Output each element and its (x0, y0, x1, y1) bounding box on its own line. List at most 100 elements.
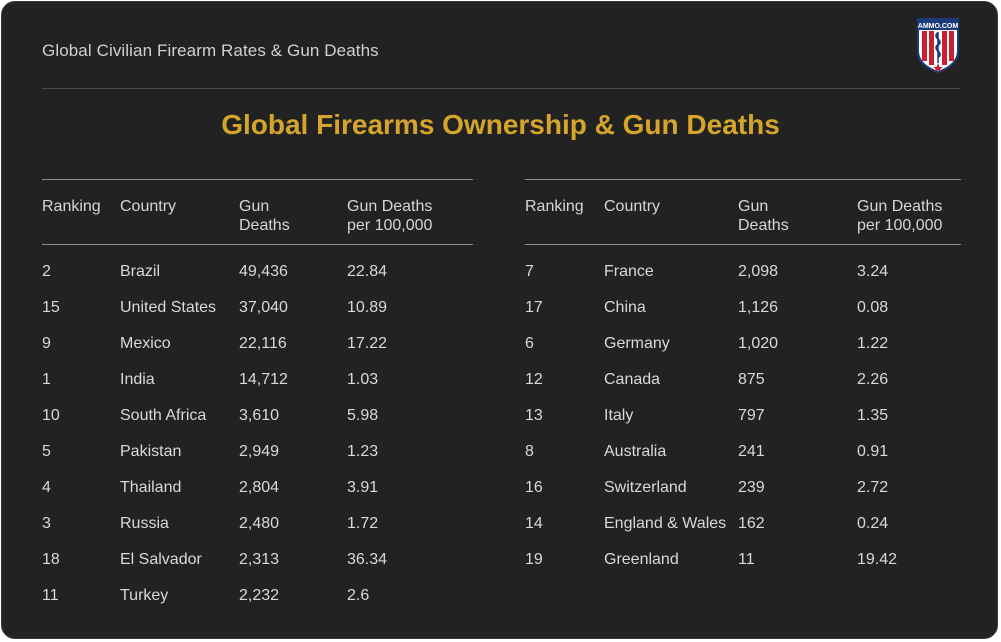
cell-per-100k: 1.03 (347, 371, 379, 388)
column-header-line1: Gun (738, 198, 769, 215)
cell-ranking: 16 (525, 479, 543, 496)
column-header-line2: per 100,000 (347, 217, 433, 234)
cell-ranking: 18 (42, 551, 60, 568)
cell-ranking: 3 (42, 515, 51, 532)
table-row: 15 United States 37,040 10.89 (42, 289, 473, 325)
cell-per-100k: 1.35 (857, 407, 889, 424)
table-row: 13 Italy 797 1.35 (525, 397, 961, 433)
cell-ranking: 4 (42, 479, 51, 496)
cell-ranking: 9 (42, 335, 51, 352)
table-row: 3 Russia 2,480 1.72 (42, 505, 473, 541)
cell-country: Pakistan (120, 443, 182, 460)
cell-country: Switzerland (604, 479, 687, 496)
cell-country: China (604, 299, 646, 316)
cell-country: Mexico (120, 335, 171, 352)
column-header-line1: Ranking (525, 198, 584, 215)
table-body: 7 France 2,098 3.24 17 China 1,126 0.08 6 Germany… (525, 245, 961, 577)
column-header-per-100k: Gun Deaths per 100,000 (347, 197, 432, 235)
cell-per-100k: 1.22 (857, 335, 889, 352)
column-header-ranking: Ranking (42, 197, 101, 216)
cell-country: India (120, 371, 155, 388)
cell-country: Thailand (120, 479, 182, 496)
cell-per-100k: 0.08 (857, 299, 889, 316)
cell-gun-deaths: 2,098 (738, 263, 779, 280)
cell-country: Italy (604, 407, 634, 424)
header-title: Global Civilian Firearm Rates & Gun Deat… (42, 41, 379, 60)
table-header: Ranking Country Gun Deaths Gun Deaths per 100… (525, 180, 961, 244)
cell-gun-deaths: 11 (738, 551, 755, 568)
cell-gun-deaths: 241 (738, 443, 765, 460)
cell-gun-deaths: 2,232 (239, 587, 280, 604)
table-row: 16 Switzerland 239 2.72 (525, 469, 961, 505)
column-header-line1: Country (604, 198, 661, 215)
column-header-country: Country (604, 197, 660, 216)
column-header-line1: Gun Deaths (347, 198, 433, 215)
column-header-country: Country (120, 197, 176, 216)
column-header-line1: Gun (239, 198, 270, 215)
column-header-ranking: Ranking (525, 197, 584, 216)
cell-ranking: 13 (525, 407, 543, 424)
cell-country: United States (120, 299, 217, 316)
cell-per-100k: 22.84 (347, 263, 388, 280)
cell-gun-deaths: 162 (738, 515, 765, 532)
table-row: 7 France 2,098 3.24 (525, 253, 961, 289)
cell-ranking: 11 (42, 587, 59, 604)
cell-per-100k: 0.24 (857, 515, 889, 532)
cell-gun-deaths: 239 (738, 479, 765, 496)
cell-per-100k: 1.72 (347, 515, 379, 532)
table-body: 2 Brazil 49,436 22.84 15 United States 37,040 1… (42, 245, 473, 613)
cell-ranking: 8 (525, 443, 534, 460)
column-header-line2: per 100,000 (857, 217, 943, 234)
table-row: 9 Mexico 22,116 17.22 (42, 325, 473, 361)
table-row: 10 South Africa 3,610 5.98 (42, 397, 473, 433)
cell-country: Brazil (120, 263, 161, 280)
table-left: Ranking Country Gun Deaths Gun Deaths per 100… (42, 179, 473, 613)
cell-per-100k: 10.89 (347, 299, 388, 316)
logo-text: AMMO.COM (918, 23, 959, 30)
cell-gun-deaths: 2,313 (239, 551, 280, 568)
cell-ranking: 10 (42, 407, 60, 424)
table-row: 19 Greenland 11 19.42 (525, 541, 961, 577)
column-header-line2: Deaths (738, 217, 789, 234)
cell-ranking: 6 (525, 335, 534, 352)
cell-country: Greenland (604, 551, 679, 568)
column-header-per-100k: Gun Deaths per 100,000 (857, 197, 942, 235)
table-row: 17 China 1,126 0.08 (525, 289, 961, 325)
cell-ranking: 17 (525, 299, 543, 316)
cell-gun-deaths: 37,040 (239, 299, 288, 316)
table-right: Ranking Country Gun Deaths Gun Deaths per 100… (525, 179, 961, 577)
cell-country: France (604, 263, 654, 280)
cell-gun-deaths: 2,949 (239, 443, 280, 460)
ammo-logo: AMMO.COM (917, 18, 959, 73)
cell-gun-deaths: 2,480 (239, 515, 280, 532)
table-row: 12 Canada 875 2.26 (525, 361, 961, 397)
column-header-line1: Ranking (42, 198, 101, 215)
cell-ranking: 5 (42, 443, 51, 460)
cell-per-100k: 3.24 (857, 263, 889, 280)
cell-per-100k: 2.6 (347, 587, 370, 604)
column-header-line1: Country (120, 198, 177, 215)
cell-country: England & Wales (604, 515, 727, 532)
cell-country: Germany (604, 335, 670, 352)
table-top-rule (42, 179, 473, 180)
cell-per-100k: 2.72 (857, 479, 889, 496)
cell-gun-deaths: 1,020 (738, 335, 779, 352)
header-divider (42, 88, 960, 89)
cell-gun-deaths: 2,804 (239, 479, 280, 496)
table-row: 4 Thailand 2,804 3.91 (42, 469, 473, 505)
cell-per-100k: 5.98 (347, 407, 379, 424)
cell-country: El Salvador (120, 551, 202, 568)
cell-country: Canada (604, 371, 661, 388)
cell-gun-deaths: 22,116 (239, 335, 287, 352)
cell-country: Russia (120, 515, 169, 532)
cell-per-100k: 17.22 (347, 335, 388, 352)
table-row: 18 El Salvador 2,313 36.34 (42, 541, 473, 577)
cell-gun-deaths: 797 (738, 407, 765, 424)
cell-per-100k: 19.42 (857, 551, 898, 568)
table-row: 11 Turkey 2,232 2.6 (42, 577, 473, 613)
cell-gun-deaths: 1,126 (738, 299, 779, 316)
cell-ranking: 15 (42, 299, 60, 316)
cell-country: Australia (604, 443, 667, 460)
table-row: 14 England & Wales 162 0.24 (525, 505, 961, 541)
